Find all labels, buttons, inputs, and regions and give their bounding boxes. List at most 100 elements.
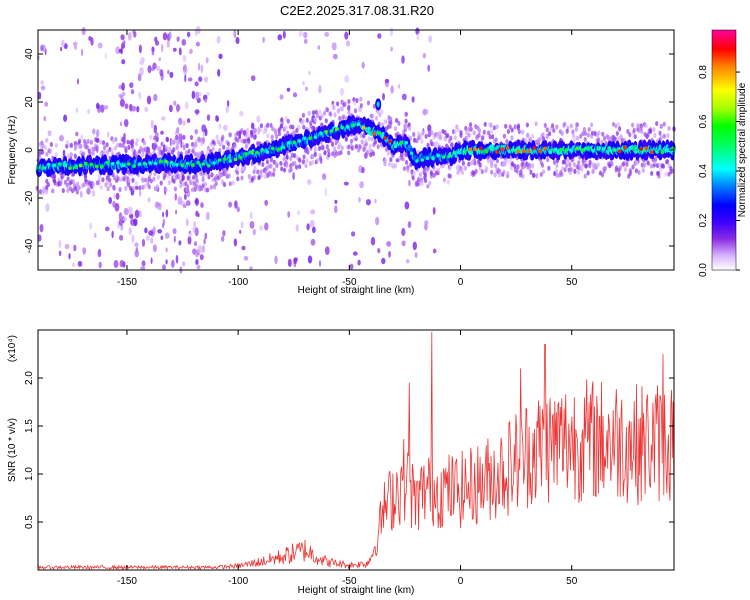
- spectrogram-haze: [270, 157, 274, 163]
- spectrogram-noise-speck: [176, 104, 181, 112]
- spectrogram-peak: [110, 161, 115, 166]
- spectrogram-noise-speck: [192, 248, 197, 255]
- spectrogram-noise-speck: [134, 249, 139, 258]
- spectrogram-haze: [525, 122, 530, 128]
- spectrogram-haze: [211, 139, 215, 145]
- spectrogram-haze: [298, 164, 302, 170]
- spectrogram-peak: [73, 165, 78, 169]
- spectrogram-noise-speck: [390, 46, 393, 52]
- spectrogram-peak: [575, 146, 579, 151]
- spectrogram-haze: [354, 133, 358, 139]
- spectrogram-haze: [662, 133, 666, 139]
- spectrogram-haze: [503, 161, 507, 167]
- spectrogram-noise-speck: [390, 27, 393, 37]
- spectrogram-haze: [519, 168, 523, 174]
- spectrogram-haze: [343, 101, 347, 107]
- spectrogram-noise-speck: [150, 257, 153, 265]
- spectrogram-haze: [405, 160, 409, 165]
- spectrogram-peak: [260, 148, 265, 152]
- spectrogram-haze: [135, 137, 139, 143]
- snr-x-tick-label: -50: [342, 576, 357, 587]
- spectrogram-haze: [611, 121, 616, 127]
- spectrogram-haze: [279, 123, 283, 129]
- colorbar-label: Normalized spectral amplitude: [737, 82, 748, 217]
- spectrogram-noise-speck: [181, 39, 187, 46]
- spectrogram-peak: [180, 163, 184, 168]
- spectrogram-noise-speck: [312, 226, 316, 233]
- spectrogram-haze: [641, 167, 645, 173]
- spectrogram-peak: [89, 162, 94, 167]
- spectrogram-haze: [153, 142, 157, 148]
- spectrogram-haze: [306, 149, 310, 155]
- spectrogram-noise-speck: [359, 181, 364, 189]
- spectrogram-haze: [179, 179, 183, 184]
- spectrogram-haze: [118, 187, 122, 193]
- spectrogram-haze: [554, 168, 559, 174]
- spectrogram-haze: [38, 141, 43, 147]
- spectrogram-haze: [156, 174, 160, 180]
- spectrogram-haze: [295, 127, 299, 133]
- spectrogram-panel: -150 -100 -50 0 50 -40 -20 0 20 40 Height of str…: [7, 26, 676, 296]
- spectrogram-noise-speck: [217, 69, 221, 77]
- spectrogram-haze: [231, 180, 235, 186]
- spectrogram-haze: [74, 144, 78, 149]
- spectrogram-peak: [78, 163, 83, 168]
- spectrogram-haze: [617, 122, 621, 128]
- spectrogram-haze: [552, 159, 557, 165]
- spectrogram-noise-speck: [331, 42, 337, 51]
- spectrogram-haze: [504, 123, 508, 129]
- spectrogram-haze: [271, 126, 275, 132]
- spectrogram-peak: [607, 146, 611, 150]
- spectrogram-haze: [194, 142, 198, 148]
- spectrogram-peak: [666, 148, 670, 153]
- spectrogram-x-tick-label: 0: [458, 277, 464, 288]
- spectrogram-haze: [412, 132, 416, 137]
- spectrogram-haze: [469, 126, 473, 132]
- spectrogram-haze: [601, 131, 605, 137]
- spectrogram-haze: [114, 136, 118, 142]
- spectrogram-peak: [94, 164, 99, 169]
- spectrogram-noise-speck: [204, 98, 208, 103]
- spectrogram-haze: [333, 146, 337, 152]
- spectrogram-noise-speck: [274, 255, 278, 265]
- spectrogram-noise-speck: [58, 250, 62, 257]
- spectrogram-peak: [361, 125, 366, 130]
- spectrogram-noise-speck: [236, 206, 240, 213]
- spectrogram-haze: [640, 129, 644, 135]
- spectrogram-haze: [324, 118, 328, 124]
- spectrogram-haze: [141, 177, 145, 183]
- spectrogram-noise-speck: [241, 245, 246, 251]
- spectrogram-noise-speck: [45, 203, 50, 213]
- spectrogram-haze: [418, 172, 422, 178]
- spectrogram-noise-speck: [426, 184, 430, 189]
- spectrogram-haze: [293, 160, 297, 166]
- spectrogram-haze: [242, 130, 246, 136]
- spectrogram-peak: [500, 147, 505, 151]
- spectrogram-haze: [170, 139, 174, 145]
- spectrogram-haze: [344, 136, 348, 142]
- spectrogram-haze: [77, 185, 81, 191]
- spectrogram-noise-speck: [352, 251, 358, 256]
- spectrogram-haze: [266, 122, 270, 128]
- spectrogram-noise-speck: [233, 238, 238, 247]
- spectrogram-noise-speck: [324, 246, 330, 256]
- spectrogram-haze: [623, 166, 628, 172]
- spectrogram-noise-speck: [40, 85, 46, 91]
- spectrogram-haze: [329, 111, 333, 117]
- spectrogram-noise-speck: [114, 202, 120, 212]
- spectrogram-noise-speck: [161, 116, 166, 121]
- spectrogram-noise-speck: [158, 57, 161, 62]
- spectrogram-haze: [358, 144, 362, 150]
- spectrogram-noise-speck: [186, 118, 191, 124]
- spectrogram-haze: [596, 162, 600, 168]
- spectrogram-peak: [356, 122, 361, 127]
- spectrogram-noise-speck: [134, 242, 139, 247]
- spectrogram-peak: [41, 166, 46, 170]
- spectrogram-noise-speck: [414, 252, 418, 258]
- spectrogram-haze: [516, 164, 520, 170]
- spectrogram-haze: [551, 123, 555, 129]
- spectrogram-haze: [566, 158, 570, 163]
- spectrogram-peak: [521, 149, 526, 153]
- spectrogram-noise-speck: [162, 218, 166, 226]
